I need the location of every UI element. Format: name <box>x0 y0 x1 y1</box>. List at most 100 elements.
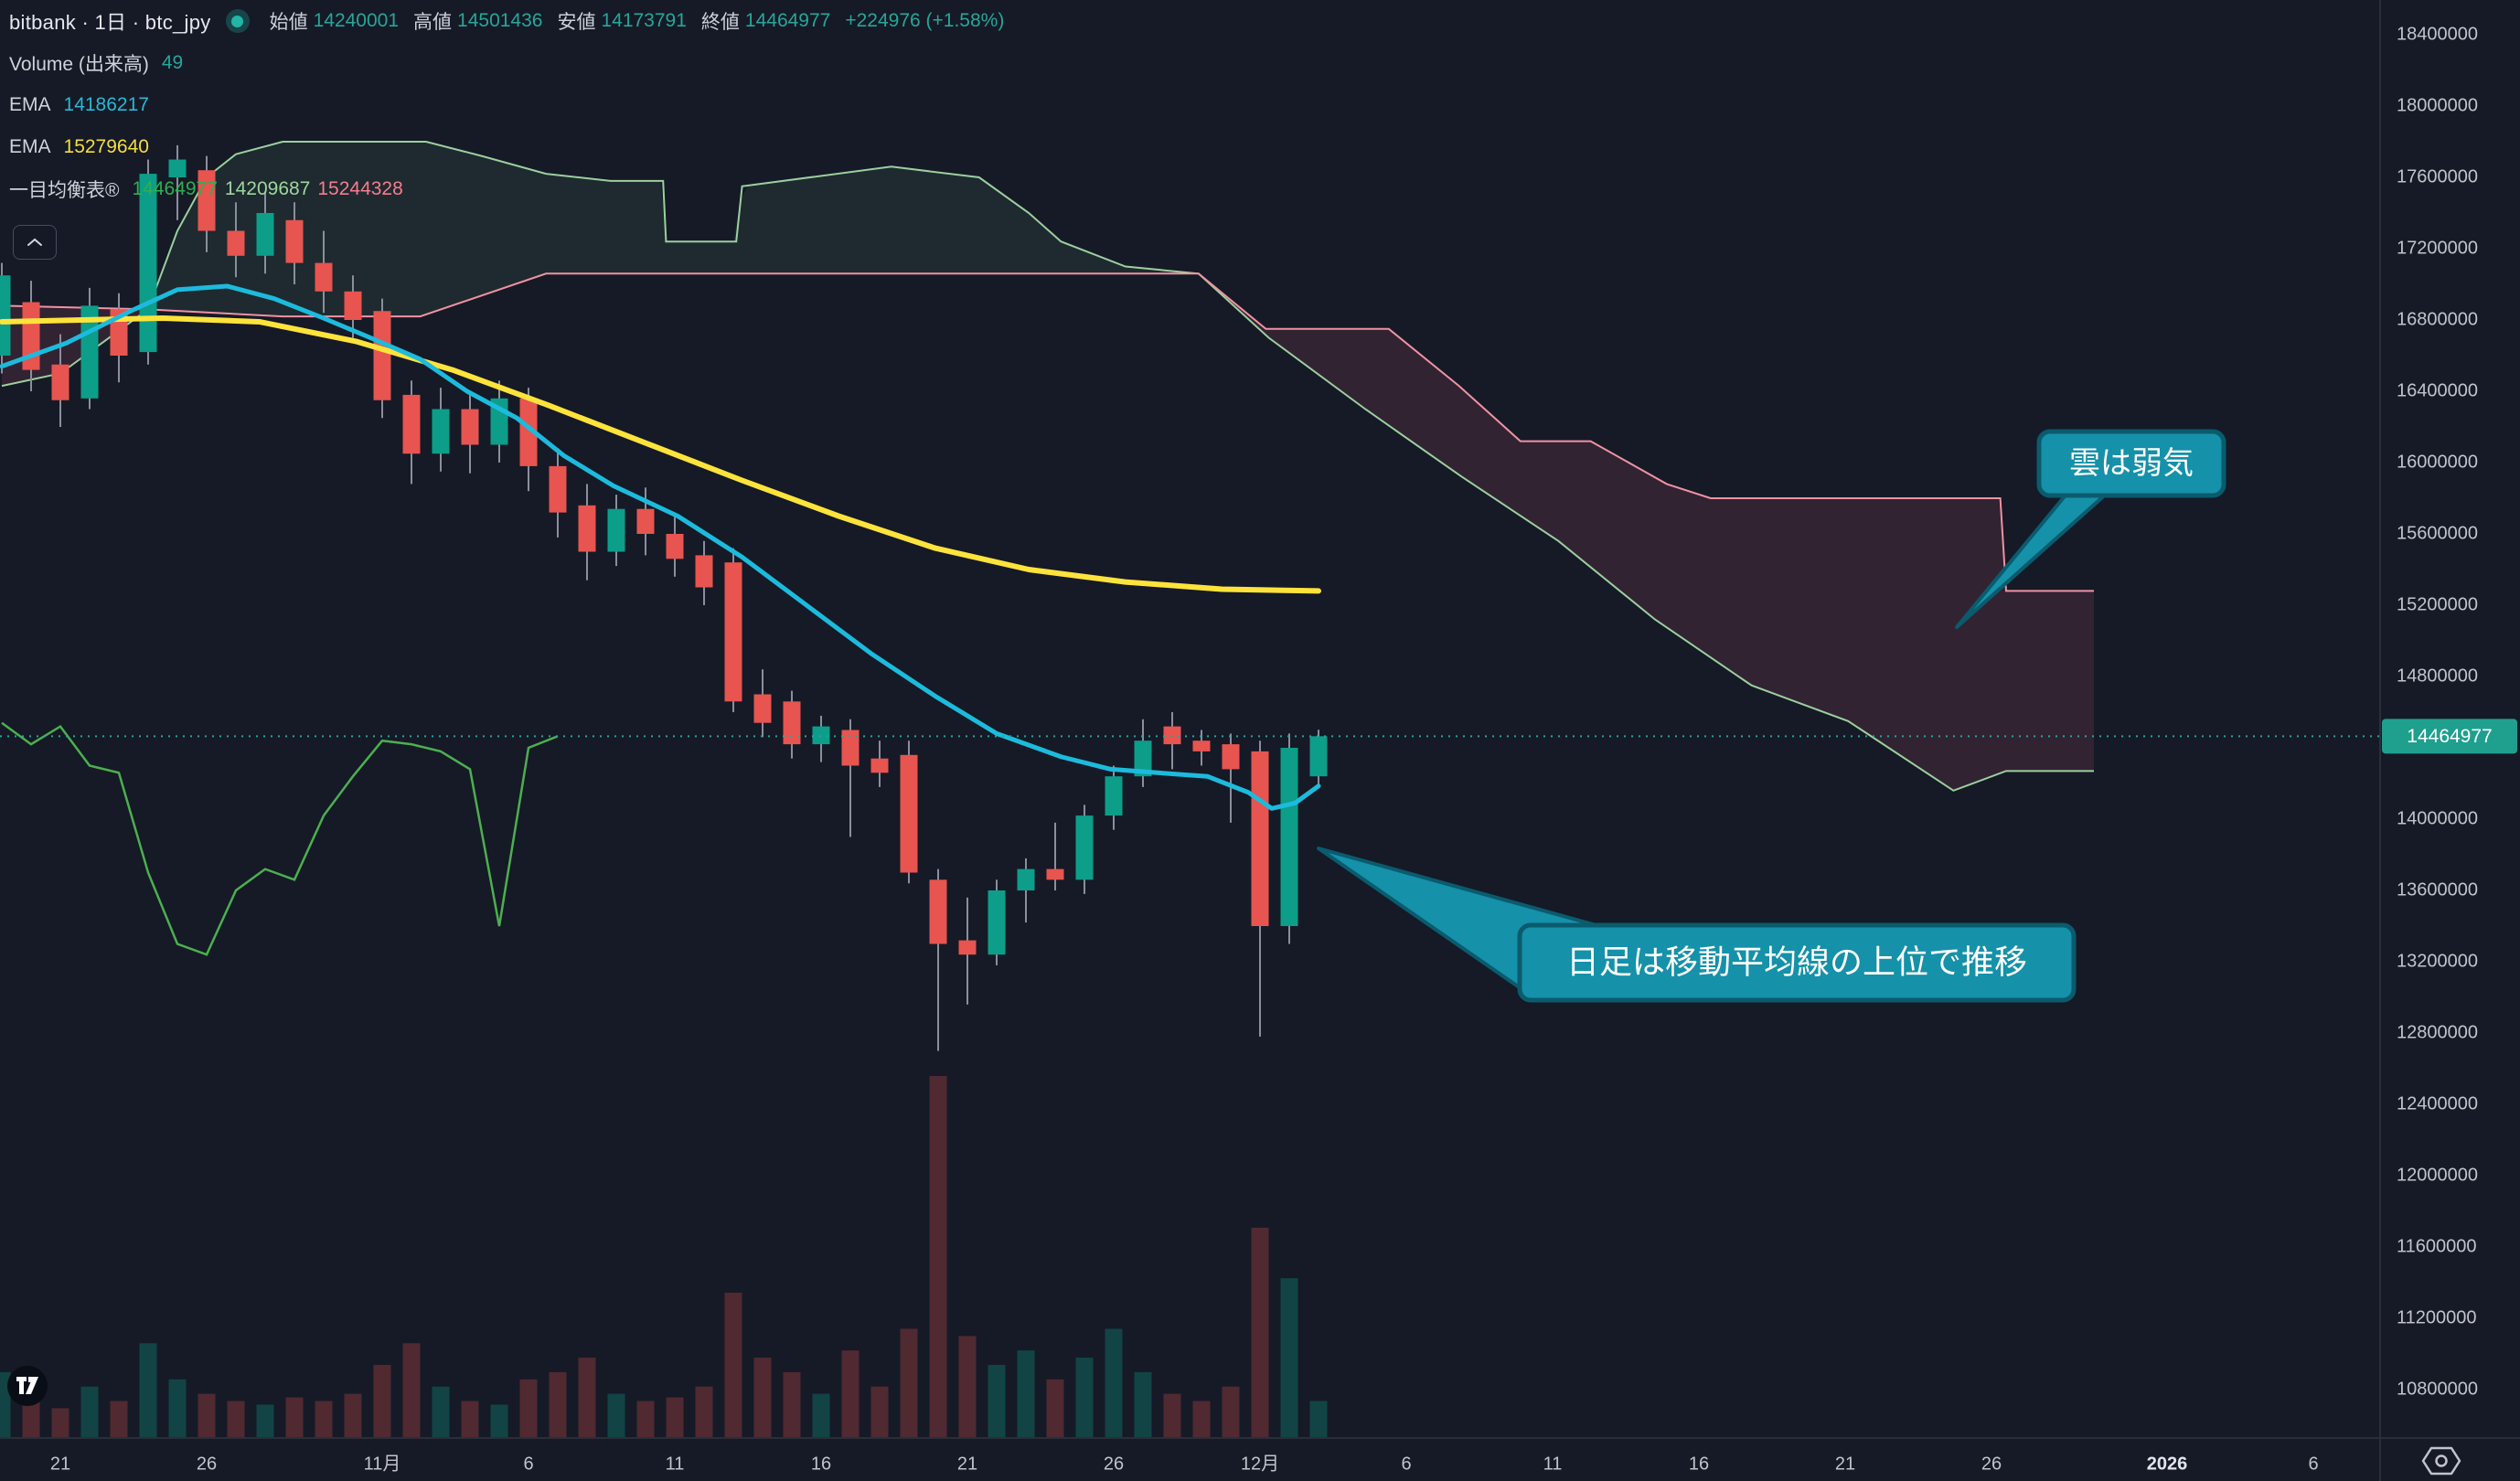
volume-bar <box>988 1365 1006 1437</box>
time-tick-label[interactable]: 26 <box>1981 1454 2002 1474</box>
chart-legend: bitbank · 1日 · btc_jpy 始値 14240001 高値 14… <box>9 5 1019 216</box>
candle-body <box>724 562 742 702</box>
candle-body <box>958 940 977 955</box>
price-tick-label[interactable]: 15600000 <box>2397 523 2478 543</box>
ichimoku-label: 一目均衡表® <box>9 180 120 201</box>
volume-bar <box>753 1358 772 1437</box>
volume-bar <box>1017 1350 1035 1437</box>
ema-fast-line <box>0 283 1321 811</box>
candle-body <box>636 508 655 534</box>
volume-bar <box>1075 1358 1094 1437</box>
time-tick-label[interactable]: 21 <box>957 1454 977 1474</box>
price-tick-label[interactable]: 12800000 <box>2397 1022 2478 1042</box>
volume-bar <box>1280 1278 1298 1437</box>
candle-body <box>1222 744 1240 770</box>
time-tick-label[interactable]: 6 <box>523 1454 533 1474</box>
volume-bar <box>0 1371 11 1437</box>
price-tick-label[interactable]: 18000000 <box>2397 95 2478 115</box>
time-tick-label[interactable]: 6 <box>2308 1454 2318 1474</box>
ema-fast-row[interactable]: EMA 14186217 <box>9 90 1019 121</box>
volume-bar <box>1222 1386 1240 1437</box>
volume-bar <box>519 1379 538 1437</box>
volume-bar <box>783 1371 801 1437</box>
volume-bar <box>578 1358 596 1437</box>
symbol-row[interactable]: bitbank · 1日 · btc_jpy 始値 14240001 高値 14… <box>9 5 1019 37</box>
time-tick-label[interactable]: 26 <box>1104 1454 1124 1474</box>
tradingview-logo[interactable] <box>7 1366 48 1406</box>
price-tick-label[interactable]: 13200000 <box>2397 951 2478 971</box>
volume-bar <box>139 1343 157 1437</box>
candle-body <box>168 159 187 177</box>
price-tick-label[interactable]: 15200000 <box>2397 594 2478 614</box>
candle-body <box>783 701 801 745</box>
candle-body <box>870 758 889 773</box>
legend-collapse-button[interactable] <box>13 225 57 260</box>
candle-body <box>1134 740 1152 777</box>
time-tick-label[interactable]: 26 <box>197 1454 217 1474</box>
time-tick-label[interactable]: 12月 <box>1241 1454 1279 1474</box>
price-tick-label[interactable]: 18400000 <box>2397 24 2478 44</box>
price-tick-label[interactable]: 12400000 <box>2397 1093 2478 1113</box>
ema-slow-value: 15279640 <box>63 136 149 157</box>
time-tick-label[interactable]: 2026 <box>2147 1454 2188 1474</box>
price-tick-label[interactable]: 11200000 <box>2397 1307 2477 1327</box>
time-tick-label[interactable]: 16 <box>811 1454 831 1474</box>
candle-body <box>1017 868 1035 890</box>
chevron-up-icon <box>27 238 42 246</box>
ichimoku-row[interactable]: 一目均衡表® 14464977 14209687 15244328 <box>9 174 1019 205</box>
symbol-title: bitbank · 1日 · btc_jpy <box>9 11 211 34</box>
cloud-bearish-callout-box[interactable] <box>2036 429 2226 498</box>
ema-slow-row[interactable]: EMA 15279640 <box>9 132 1019 163</box>
price-tick-label[interactable]: 16400000 <box>2397 380 2478 400</box>
price-tick-label[interactable]: 16800000 <box>2397 309 2478 329</box>
candle-body <box>519 398 538 466</box>
candle-body <box>607 508 625 552</box>
candle-body <box>373 311 391 400</box>
volume-bar <box>227 1401 245 1437</box>
volume-bar <box>1251 1227 1269 1437</box>
current-price-label-bg <box>2382 719 2517 754</box>
time-tick-label[interactable]: 6 <box>1401 1454 1411 1474</box>
candle-body <box>549 465 567 513</box>
volume-bar <box>1309 1401 1328 1437</box>
volume-bar <box>958 1336 977 1437</box>
volume-bar <box>841 1350 860 1437</box>
price-tick-label[interactable]: 10800000 <box>2397 1379 2478 1399</box>
volume-bar <box>724 1293 742 1437</box>
volume-bar <box>666 1397 684 1437</box>
above-ma-callout-box[interactable] <box>1517 922 2077 1003</box>
volume-bar <box>432 1386 450 1437</box>
open-value: 14240001 <box>313 10 400 31</box>
time-tick-label[interactable]: 11 <box>1543 1454 1563 1474</box>
price-tick-label[interactable]: 11600000 <box>2397 1236 2477 1256</box>
price-tick-label[interactable]: 14000000 <box>2397 808 2478 828</box>
volume-label: Volume (出来高) <box>9 54 149 75</box>
data-source-icon[interactable] <box>225 9 250 33</box>
volume-bar <box>256 1404 274 1437</box>
volume-bar <box>402 1343 421 1437</box>
volume-bar <box>1046 1379 1064 1437</box>
volume-bar <box>900 1328 918 1437</box>
volume-bar <box>607 1393 625 1437</box>
time-tick-label[interactable]: 11 <box>666 1454 685 1474</box>
volume-bar <box>549 1371 567 1437</box>
price-tick-label[interactable]: 17600000 <box>2397 166 2478 186</box>
price-tick-label[interactable]: 17200000 <box>2397 238 2478 258</box>
time-tick-label[interactable]: 21 <box>1835 1454 1855 1474</box>
open-label: 始値 <box>269 12 308 33</box>
price-tick-label[interactable]: 12000000 <box>2397 1165 2478 1185</box>
candle-body <box>344 291 362 320</box>
time-tick-label[interactable]: 21 <box>50 1454 70 1474</box>
price-tick-label[interactable]: 13600000 <box>2397 879 2478 900</box>
volume-row[interactable]: Volume (出来高) 49 <box>9 48 1019 79</box>
ichimoku-span-value: 15244328 <box>317 178 403 199</box>
price-tick-label[interactable]: 16000000 <box>2397 452 2478 472</box>
price-tick-label[interactable]: 14800000 <box>2397 666 2478 686</box>
time-tick-label[interactable]: 16 <box>1689 1454 1709 1474</box>
ichimoku-base-value: 14209687 <box>224 178 311 199</box>
axis-settings-gear-icon[interactable] <box>2421 1446 2461 1476</box>
time-tick-label[interactable]: 11月 <box>364 1454 401 1474</box>
ichimoku-conversion-value: 14464977 <box>132 178 218 199</box>
candle-body <box>841 730 860 766</box>
